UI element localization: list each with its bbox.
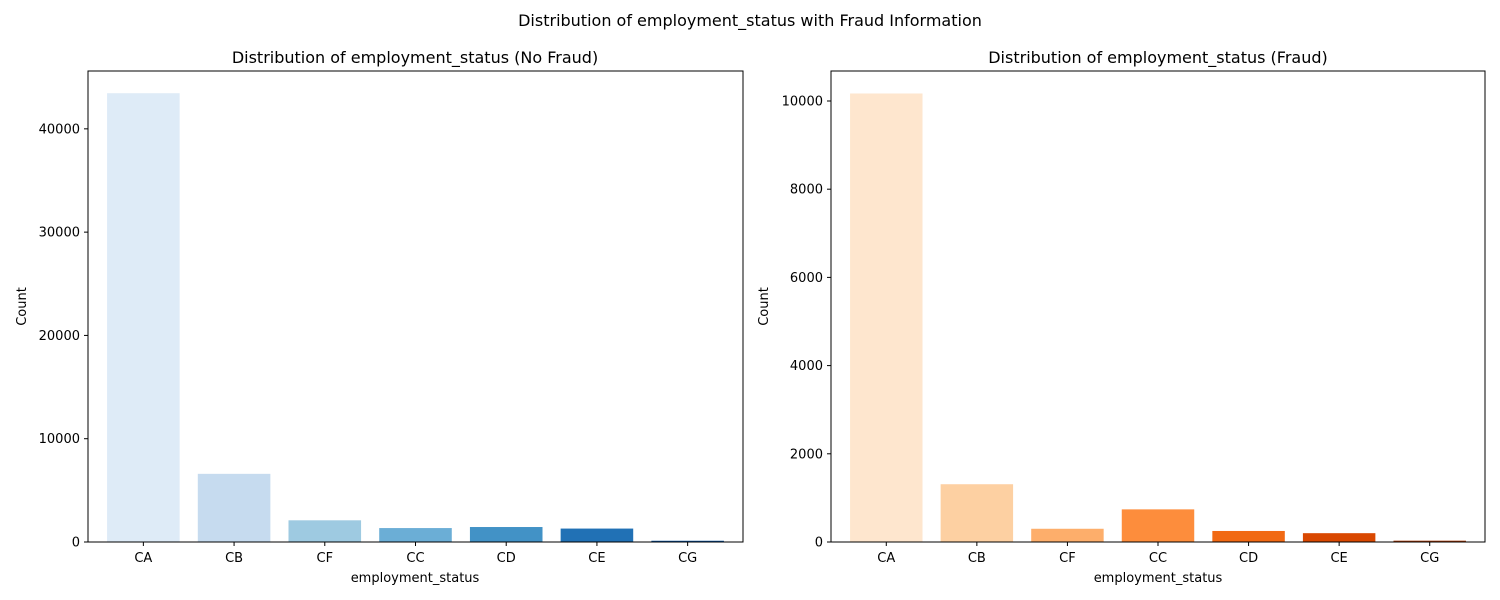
y-axis-ticks: 0 10000 20000 30000 40000: [39, 122, 88, 551]
x-tick-label: CG: [678, 551, 697, 566]
x-tick-label: CD: [497, 551, 516, 566]
chart-panel-no-fraud: Distribution of employment_status (No Fr…: [15, 48, 744, 586]
bar-group: [850, 93, 1466, 543]
x-axis-ticks: CA CB CF CC CD CE CG: [877, 542, 1439, 566]
x-axis-ticks: CA CB CF CC CD CE CG: [134, 542, 697, 566]
y-tick-label: 0: [72, 536, 80, 551]
bar-cg: [651, 540, 724, 542]
bar-ce: [1302, 533, 1376, 542]
bar-cb: [197, 473, 271, 542]
x-tick-label: CA: [134, 551, 152, 566]
y-tick-label: 4000: [790, 359, 823, 374]
chart-panel-fraud: Distribution of employment_status (Fraud…: [757, 48, 1486, 586]
bar-ce: [560, 528, 634, 542]
bar-cf: [288, 520, 362, 542]
bar-cc: [379, 528, 452, 542]
plot-frame: [87, 70, 744, 543]
chart-title: Distribution of employment_status (No Fr…: [232, 48, 598, 68]
x-tick-label: CF: [317, 551, 334, 566]
x-tick-label: CG: [1420, 551, 1439, 566]
y-tick-label: 20000: [39, 329, 80, 344]
x-tick-label: CF: [1059, 551, 1076, 566]
x-axis-label: employment_status: [1094, 571, 1223, 586]
x-axis-label: employment_status: [351, 571, 480, 586]
x-tick-label: CC: [406, 551, 424, 566]
x-tick-label: CE: [1330, 551, 1347, 566]
bar-cd: [469, 527, 543, 542]
bar-cf: [1031, 528, 1104, 542]
y-axis-ticks: 0 2000 4000 6000 8000 10000: [782, 94, 831, 551]
x-tick-label: CB: [225, 551, 243, 566]
y-tick-label: 6000: [790, 271, 823, 286]
bar-ca: [850, 93, 923, 543]
y-tick-label: 8000: [790, 183, 823, 198]
x-tick-label: CE: [588, 551, 605, 566]
bar-group: [107, 93, 724, 543]
bar-cd: [1212, 530, 1285, 542]
plot-frame: [830, 70, 1486, 543]
bar-cb: [940, 484, 1014, 542]
y-tick-label: 10000: [39, 432, 80, 447]
x-tick-label: CD: [1239, 551, 1258, 566]
y-tick-label: 10000: [782, 94, 823, 109]
y-tick-label: 2000: [790, 447, 823, 462]
y-tick-label: 40000: [39, 122, 80, 137]
figure-suptitle: Distribution of employment_status with F…: [518, 11, 982, 31]
y-axis-label: Count: [15, 287, 30, 326]
bar-cg: [1393, 540, 1466, 542]
y-tick-label: 0: [815, 536, 823, 551]
y-tick-label: 30000: [39, 226, 80, 241]
bar-ca: [107, 93, 180, 543]
x-tick-label: CB: [968, 551, 986, 566]
x-tick-label: CC: [1149, 551, 1167, 566]
x-tick-label: CA: [877, 551, 895, 566]
chart-title: Distribution of employment_status (Fraud…: [988, 48, 1328, 68]
y-axis-label: Count: [757, 287, 772, 326]
bar-cc: [1121, 509, 1195, 542]
